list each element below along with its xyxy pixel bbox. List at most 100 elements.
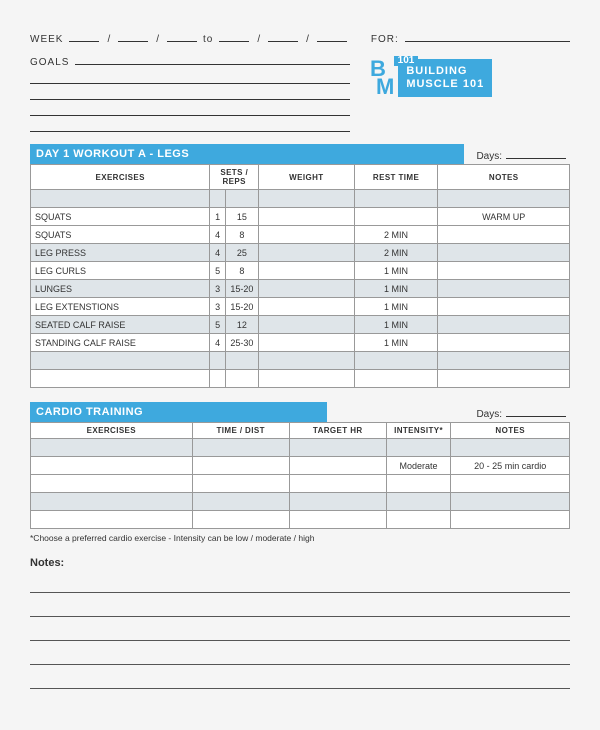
weight-cell[interactable]: [259, 370, 355, 388]
cardio-ex-cell[interactable]: [31, 493, 193, 511]
sets-cell[interactable]: 4: [210, 226, 225, 244]
weight-cell[interactable]: [259, 208, 355, 226]
cardio-time-cell[interactable]: [192, 457, 289, 475]
rest-cell[interactable]: [354, 208, 438, 226]
weight-cell[interactable]: [259, 226, 355, 244]
rest-cell[interactable]: 1 MIN: [354, 316, 438, 334]
week-date-4[interactable]: [219, 30, 249, 42]
rest-cell[interactable]: [354, 190, 438, 208]
reps-cell[interactable]: 25: [225, 244, 258, 262]
notes-cell[interactable]: [438, 316, 570, 334]
weight-cell[interactable]: [259, 334, 355, 352]
sets-cell[interactable]: 3: [210, 280, 225, 298]
sets-cell[interactable]: 3: [210, 298, 225, 316]
weight-cell[interactable]: [259, 352, 355, 370]
cardio-int-cell[interactable]: Moderate: [386, 457, 451, 475]
notes-cell[interactable]: [438, 352, 570, 370]
goals-line-4[interactable]: [30, 100, 350, 116]
rest-cell[interactable]: 1 MIN: [354, 262, 438, 280]
cardio-notes-cell[interactable]: 20 - 25 min cardio: [451, 457, 570, 475]
goals-line-3[interactable]: [30, 84, 350, 100]
cardio-hr-cell[interactable]: [289, 457, 386, 475]
workout-days-input[interactable]: [506, 147, 566, 159]
cardio-time-cell[interactable]: [192, 511, 289, 529]
cardio-ex-cell[interactable]: [31, 475, 193, 493]
notes-cell[interactable]: WARM UP: [438, 208, 570, 226]
reps-cell[interactable]: 15: [225, 208, 258, 226]
cardio-time-cell[interactable]: [192, 439, 289, 457]
weight-cell[interactable]: [259, 244, 355, 262]
cardio-notes-cell[interactable]: [451, 511, 570, 529]
goals-line-2[interactable]: [30, 68, 350, 84]
weight-cell[interactable]: [259, 298, 355, 316]
weight-cell[interactable]: [259, 262, 355, 280]
week-date-5[interactable]: [268, 30, 298, 42]
cardio-ex-cell[interactable]: [31, 511, 193, 529]
rest-cell[interactable]: [354, 370, 438, 388]
notes-cell[interactable]: [438, 190, 570, 208]
cardio-ex-cell[interactable]: [31, 457, 193, 475]
workout-header-row: DAY 1 WORKOUT A - LEGS Days:: [30, 144, 570, 164]
rest-cell[interactable]: 1 MIN: [354, 298, 438, 316]
cardio-hr-cell[interactable]: [289, 511, 386, 529]
notes-line[interactable]: [30, 665, 570, 689]
cardio-hr-cell[interactable]: [289, 493, 386, 511]
notes-line[interactable]: [30, 641, 570, 665]
rest-cell[interactable]: 2 MIN: [354, 244, 438, 262]
cardio-notes-cell[interactable]: [451, 439, 570, 457]
cardio-int-cell[interactable]: [386, 475, 451, 493]
notes-line[interactable]: [30, 569, 570, 593]
rest-cell[interactable]: 1 MIN: [354, 280, 438, 298]
weight-cell[interactable]: [259, 190, 355, 208]
week-date-1[interactable]: [69, 30, 99, 42]
notes-cell[interactable]: [438, 334, 570, 352]
weight-cell[interactable]: [259, 280, 355, 298]
notes-line[interactable]: [30, 593, 570, 617]
notes-line[interactable]: [30, 617, 570, 641]
reps-cell[interactable]: 8: [225, 226, 258, 244]
goals-line-5[interactable]: [30, 116, 350, 132]
reps-cell[interactable]: 15-20: [225, 280, 258, 298]
sets-cell[interactable]: [210, 370, 225, 388]
goals-line-1[interactable]: [75, 53, 350, 65]
reps-cell[interactable]: [225, 190, 258, 208]
reps-cell[interactable]: 25-30: [225, 334, 258, 352]
cardio-int-cell[interactable]: [386, 511, 451, 529]
notes-cell[interactable]: [438, 226, 570, 244]
notes-cell[interactable]: [438, 370, 570, 388]
sets-cell[interactable]: 5: [210, 262, 225, 280]
sets-cell[interactable]: [210, 352, 225, 370]
sets-cell[interactable]: 5: [210, 316, 225, 334]
rest-cell[interactable]: 1 MIN: [354, 334, 438, 352]
week-date-3[interactable]: [167, 30, 197, 42]
cardio-int-cell[interactable]: [386, 439, 451, 457]
sets-cell[interactable]: 4: [210, 334, 225, 352]
rest-cell[interactable]: 2 MIN: [354, 226, 438, 244]
cardio-time-cell[interactable]: [192, 475, 289, 493]
cardio-notes-cell[interactable]: [451, 493, 570, 511]
notes-cell[interactable]: [438, 298, 570, 316]
notes-cell[interactable]: [438, 262, 570, 280]
cardio-notes-cell[interactable]: [451, 475, 570, 493]
sets-cell[interactable]: [210, 190, 225, 208]
cardio-ex-cell[interactable]: [31, 439, 193, 457]
for-input[interactable]: [405, 30, 570, 42]
weight-cell[interactable]: [259, 316, 355, 334]
cardio-days-input[interactable]: [506, 405, 566, 417]
week-date-2[interactable]: [118, 30, 148, 42]
cardio-hr-cell[interactable]: [289, 439, 386, 457]
reps-cell[interactable]: [225, 352, 258, 370]
sets-cell[interactable]: 4: [210, 244, 225, 262]
cardio-time-cell[interactable]: [192, 493, 289, 511]
week-date-6[interactable]: [317, 30, 347, 42]
notes-cell[interactable]: [438, 244, 570, 262]
rest-cell[interactable]: [354, 352, 438, 370]
reps-cell[interactable]: [225, 370, 258, 388]
cardio-int-cell[interactable]: [386, 493, 451, 511]
reps-cell[interactable]: 8: [225, 262, 258, 280]
cardio-hr-cell[interactable]: [289, 475, 386, 493]
reps-cell[interactable]: 12: [225, 316, 258, 334]
notes-cell[interactable]: [438, 280, 570, 298]
reps-cell[interactable]: 15-20: [225, 298, 258, 316]
sets-cell[interactable]: 1: [210, 208, 225, 226]
